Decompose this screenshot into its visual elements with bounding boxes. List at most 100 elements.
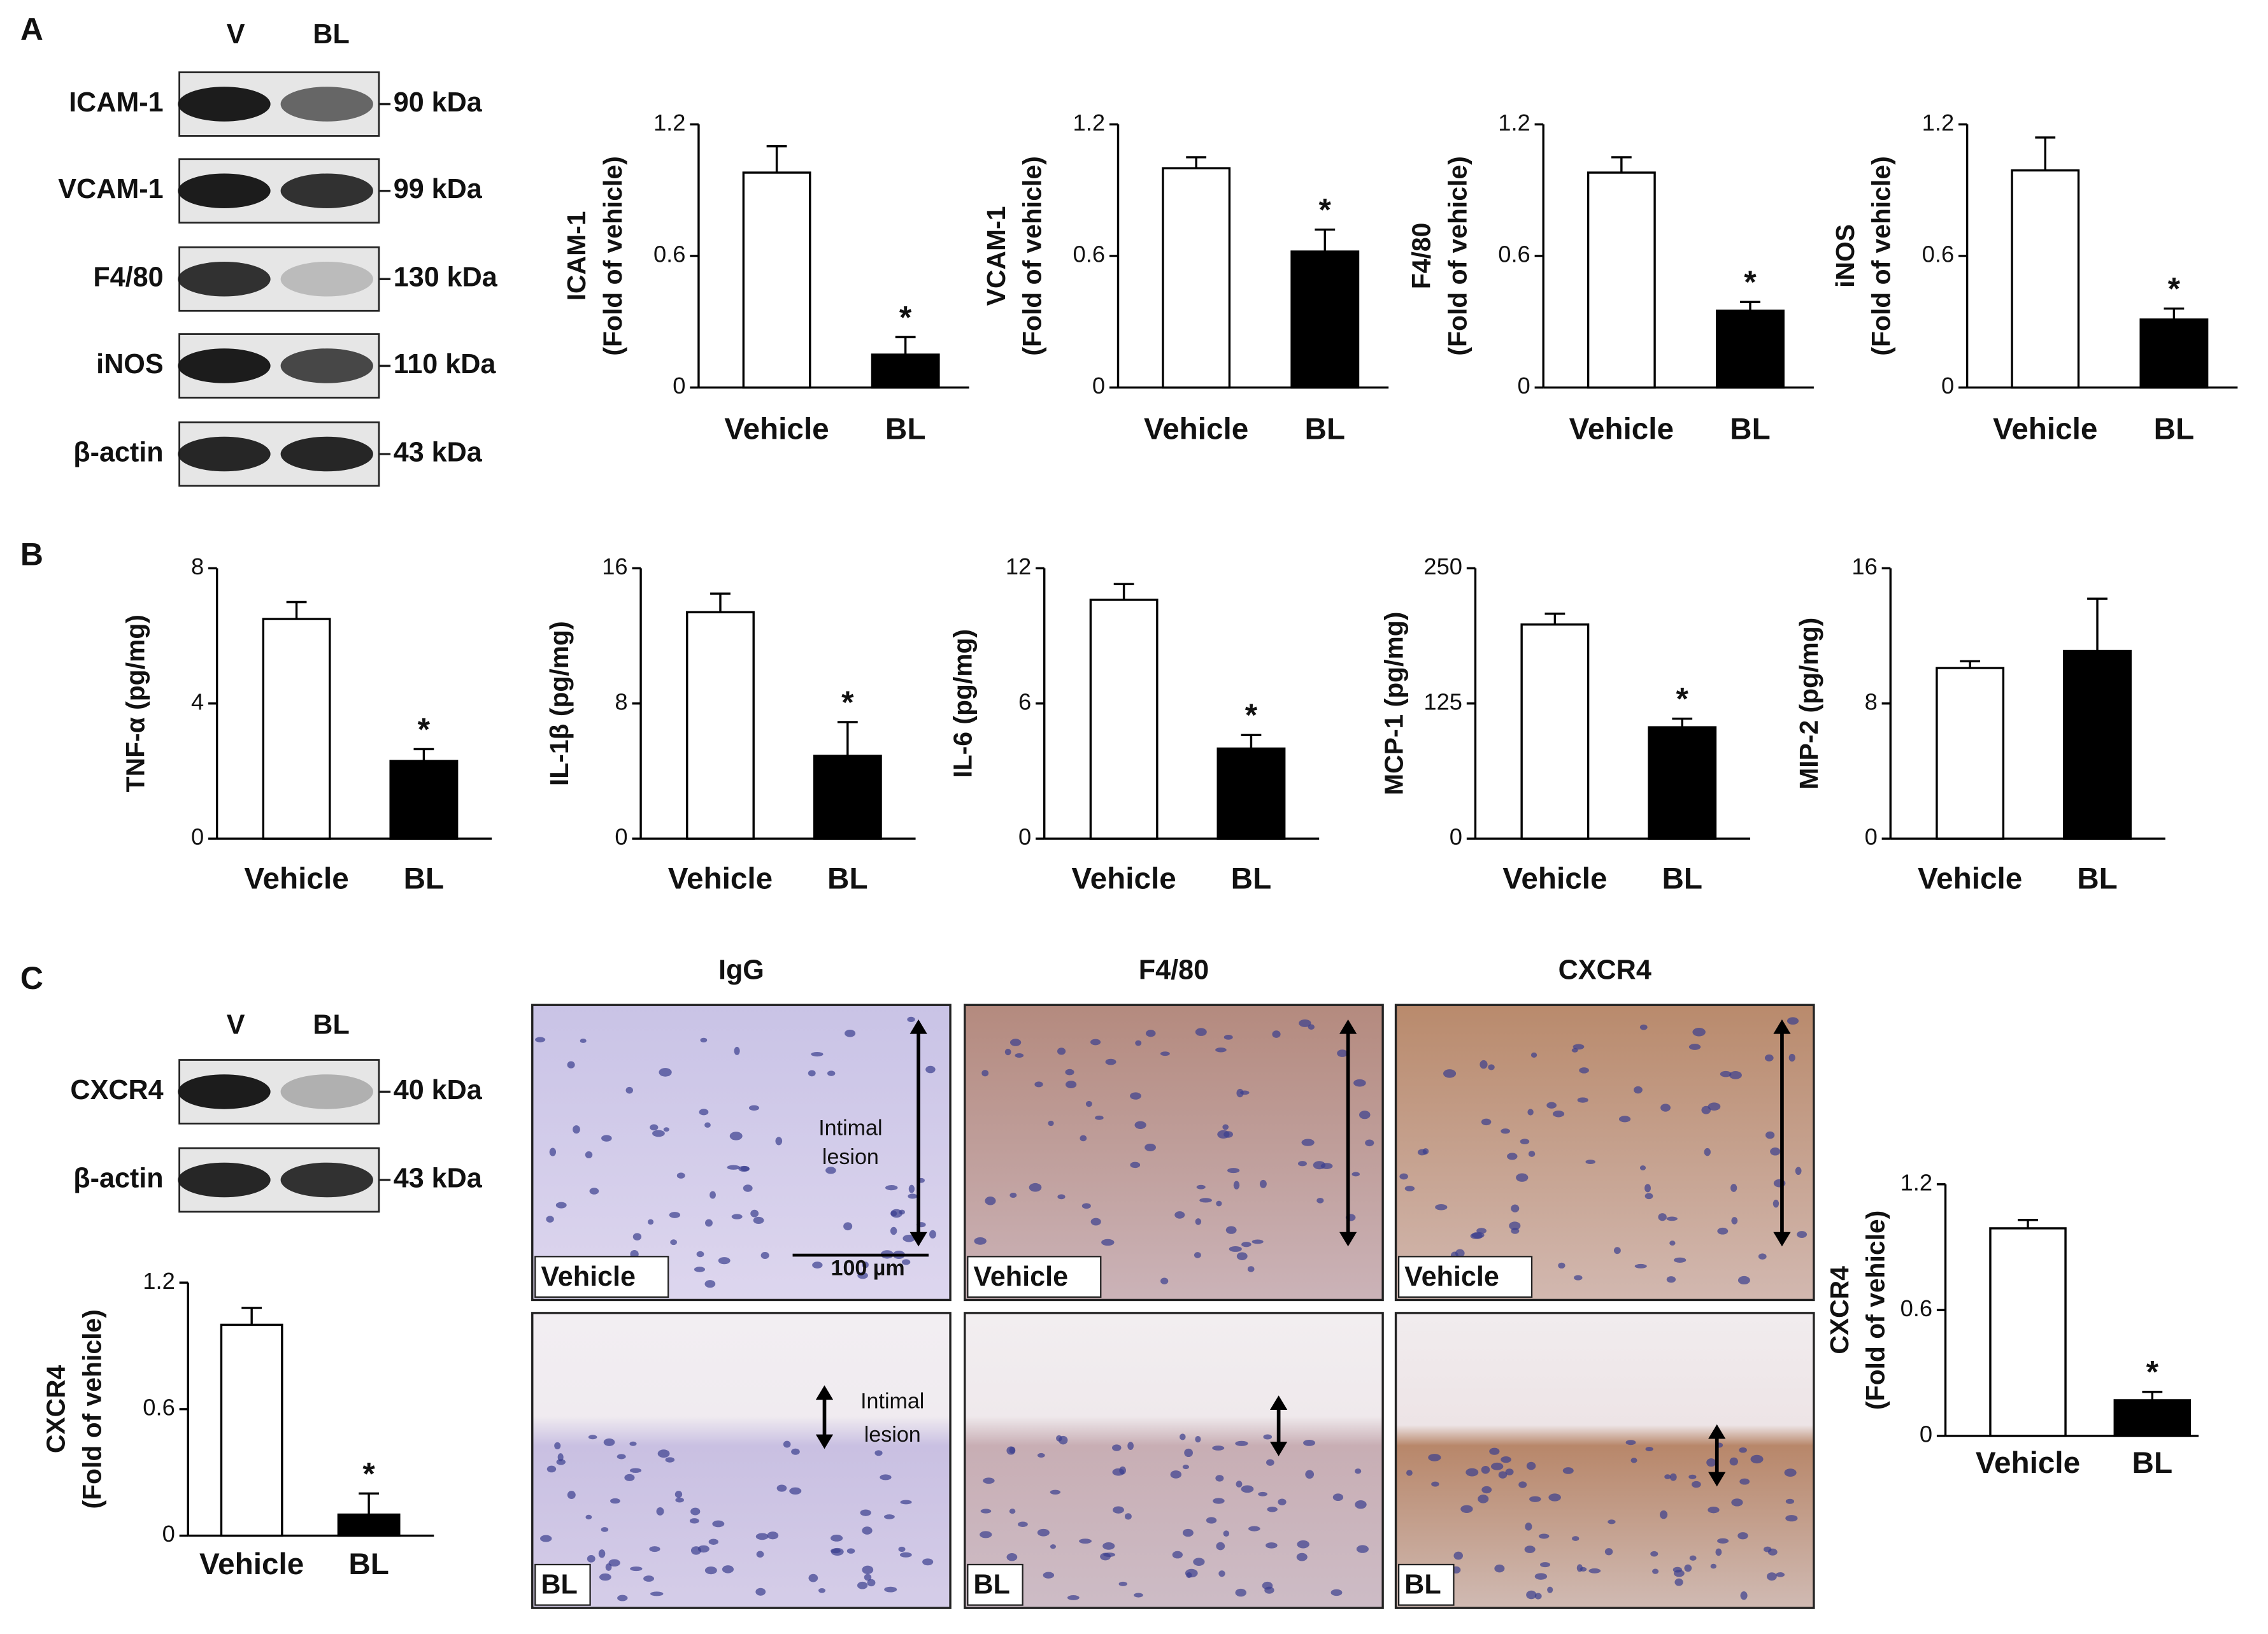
bar bbox=[2011, 169, 2080, 389]
x-tick-label: Vehicle bbox=[199, 1547, 304, 1581]
nucleus bbox=[546, 1465, 557, 1473]
significance: * bbox=[841, 685, 854, 720]
nucleus bbox=[629, 1468, 642, 1473]
nucleus bbox=[1100, 1552, 1111, 1561]
nucleus bbox=[727, 1165, 740, 1170]
y-tick-label: 0.6 bbox=[143, 1394, 175, 1420]
nucleus bbox=[1546, 1102, 1557, 1109]
bar bbox=[686, 611, 755, 840]
nucleus bbox=[1729, 1457, 1738, 1466]
nucleus bbox=[1639, 1024, 1648, 1030]
nucleus bbox=[1127, 1442, 1134, 1451]
nucleus bbox=[1218, 1570, 1225, 1577]
nucleus bbox=[1266, 1542, 1278, 1549]
blot-row-label: iNOS bbox=[96, 349, 163, 380]
nucleus bbox=[1489, 1447, 1500, 1455]
nucleus bbox=[1236, 1481, 1243, 1488]
nucleus bbox=[601, 1135, 612, 1142]
nucleus bbox=[811, 1052, 824, 1057]
nucleus bbox=[1731, 1217, 1738, 1225]
nucleus bbox=[1715, 1548, 1722, 1556]
nucleus bbox=[831, 1548, 841, 1554]
nucleus bbox=[1048, 1120, 1054, 1126]
nucleus bbox=[929, 1230, 936, 1239]
nucleus bbox=[983, 1477, 995, 1484]
nucleus bbox=[883, 1514, 895, 1519]
nucleus bbox=[1297, 1161, 1307, 1167]
significance: * bbox=[1319, 192, 1332, 228]
nucleus bbox=[1577, 1097, 1588, 1103]
nucleus bbox=[1296, 1552, 1308, 1561]
nucleus bbox=[1666, 1216, 1678, 1221]
nucleus bbox=[1688, 1044, 1701, 1050]
nucleus bbox=[1764, 1054, 1774, 1062]
nucleus bbox=[1193, 1558, 1205, 1566]
nucleus bbox=[1505, 1468, 1514, 1475]
y-tick-label: 0 bbox=[191, 824, 204, 850]
nucleus bbox=[908, 1193, 918, 1199]
nucleus bbox=[1081, 1203, 1091, 1209]
nucleus bbox=[1739, 1478, 1750, 1485]
y-tick-label: 0 bbox=[162, 1521, 175, 1547]
significance: * bbox=[362, 1456, 375, 1491]
nucleus bbox=[1235, 1440, 1248, 1446]
nucleus bbox=[1729, 1071, 1742, 1079]
nucleus bbox=[1160, 1277, 1169, 1284]
nucleus bbox=[1572, 1536, 1580, 1541]
nucleus bbox=[1574, 1275, 1583, 1281]
nucleus bbox=[767, 1531, 779, 1540]
nucleus bbox=[617, 1454, 626, 1460]
nucleus bbox=[884, 1586, 897, 1593]
nucleus bbox=[1050, 1544, 1057, 1549]
nucleus bbox=[981, 1070, 989, 1077]
nucleus bbox=[1644, 1184, 1651, 1193]
nucleus bbox=[1674, 1578, 1683, 1586]
nucleus bbox=[549, 1147, 557, 1156]
nucleus bbox=[1229, 1246, 1242, 1252]
y-tick-label: 8 bbox=[615, 688, 627, 714]
significance: * bbox=[1676, 681, 1688, 716]
nucleus bbox=[1776, 1572, 1785, 1577]
bar bbox=[742, 171, 811, 389]
nucleus bbox=[980, 1531, 992, 1538]
nucleus bbox=[1095, 1115, 1104, 1120]
nucleus bbox=[1498, 1471, 1508, 1479]
nucleus bbox=[1527, 1109, 1534, 1116]
nucleus bbox=[1004, 1048, 1011, 1056]
x-tick-label: Vehicle bbox=[668, 862, 773, 896]
nucleus bbox=[1562, 1467, 1574, 1474]
y-tick-label: 12 bbox=[1006, 553, 1031, 579]
nucleus bbox=[1669, 1240, 1676, 1246]
nucleus bbox=[922, 1558, 934, 1566]
nucleus bbox=[760, 1251, 769, 1260]
x-tick-label: BL bbox=[1304, 412, 1345, 446]
nucleus bbox=[808, 1574, 818, 1582]
nucleus bbox=[1501, 1456, 1511, 1463]
nucleus bbox=[1481, 1118, 1492, 1126]
nucleus bbox=[1588, 1568, 1601, 1574]
nucleus bbox=[696, 1251, 704, 1258]
nucleus bbox=[1301, 1139, 1315, 1146]
nucleus bbox=[1750, 1454, 1764, 1464]
nucleus bbox=[1199, 1198, 1212, 1203]
nucleus bbox=[753, 1216, 764, 1224]
nucleus bbox=[1431, 1481, 1439, 1487]
nucleus bbox=[585, 1151, 593, 1158]
nucleus bbox=[1206, 1517, 1217, 1524]
x-tick-label: BL bbox=[1730, 412, 1771, 446]
nucleus bbox=[1043, 1572, 1055, 1579]
nucleus bbox=[1196, 1184, 1206, 1190]
x-tick-label: BL bbox=[885, 412, 926, 446]
blot-size: 130 kDa bbox=[394, 262, 498, 293]
y-tick-label: 0 bbox=[615, 824, 627, 850]
nucleus bbox=[1050, 1489, 1061, 1495]
nucleus bbox=[1730, 1184, 1737, 1192]
arrow-head bbox=[1773, 1019, 1791, 1034]
nucleus bbox=[1195, 1435, 1201, 1443]
nucleus bbox=[980, 1509, 992, 1514]
bar bbox=[1520, 623, 1590, 840]
blot-row-label: CXCR4 bbox=[70, 1075, 163, 1105]
y-tick-label: 0.6 bbox=[1073, 241, 1106, 267]
nucleus bbox=[1507, 1153, 1518, 1160]
y-axis-label: (Fold of vehicle) bbox=[598, 156, 627, 355]
